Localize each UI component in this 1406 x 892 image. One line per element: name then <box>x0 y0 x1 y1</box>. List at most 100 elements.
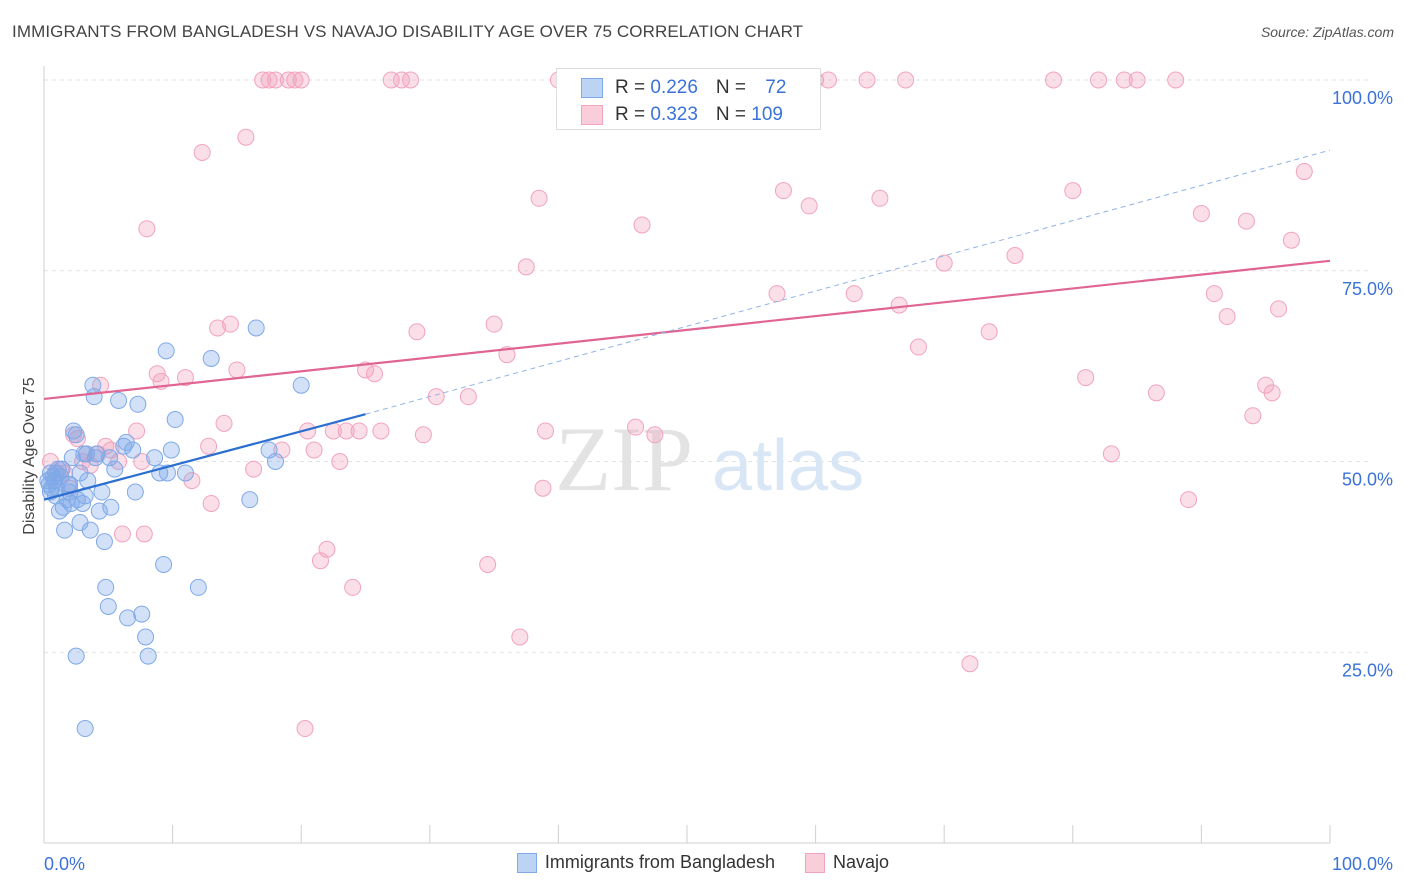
navajo-point <box>266 71 284 89</box>
navajo-point <box>133 453 151 470</box>
navajo-points <box>41 71 1313 738</box>
navajo-point <box>350 422 368 440</box>
bangladesh-point <box>137 628 155 646</box>
gridlines <box>44 79 1370 653</box>
navajo-point <box>511 628 529 646</box>
navajo-point <box>485 315 503 333</box>
navajo-point <box>393 71 411 89</box>
navajo-trend-line <box>43 259 1331 401</box>
navajo-point <box>800 197 818 215</box>
navajo-point <box>260 71 278 89</box>
navajo-point <box>254 71 272 89</box>
bangladesh-point <box>54 498 72 516</box>
r-value: 0.226 <box>650 77 698 98</box>
bangladesh-point <box>56 521 74 539</box>
navajo-point <box>845 285 863 303</box>
bangladesh-point <box>157 342 175 360</box>
navajo-point <box>372 422 390 440</box>
r-label: R = <box>615 77 651 98</box>
navajo-point <box>646 426 664 444</box>
navajo-point <box>318 540 336 558</box>
bangladesh-point <box>155 556 173 574</box>
navajo-point <box>193 143 211 161</box>
stats-legend: R = 0.226 N = 72 R = 0.323 N = 109 <box>556 68 821 130</box>
watermark-atlas: atlas <box>712 426 864 506</box>
navajo-point <box>402 71 420 89</box>
navajo-point <box>366 365 384 383</box>
y-tick-label: 25.0% <box>1342 660 1393 680</box>
bangladesh-point <box>129 395 147 413</box>
bangladesh-point <box>86 449 104 467</box>
navajo-point <box>1045 71 1063 89</box>
series-legend: Immigrants from Bangladesh Navajo <box>0 852 1406 873</box>
bangladesh-point <box>292 376 310 394</box>
y-tick-label: 75.0% <box>1342 279 1393 299</box>
navajo-point <box>1090 71 1108 89</box>
watermark: ZIP atlas <box>555 408 864 510</box>
navajo-point <box>1077 369 1095 387</box>
bangladesh-point <box>85 388 103 406</box>
navajo-point <box>1282 231 1300 249</box>
y-tick-label: 100.0% <box>1332 88 1393 108</box>
bangladesh-point <box>106 460 124 478</box>
legend-item-navajo: Navajo <box>805 852 889 873</box>
navajo-point <box>1218 308 1236 326</box>
navajo-point <box>1270 300 1288 318</box>
bangladesh-point <box>162 441 180 459</box>
navajo-point <box>1006 246 1024 264</box>
navajo-point <box>128 422 146 440</box>
navajo-point <box>537 422 555 440</box>
navajo-point <box>1180 491 1198 509</box>
navajo-point <box>138 220 156 238</box>
r-value: 0.323 <box>650 104 698 125</box>
bangladesh-point <box>67 426 85 444</box>
navajo-point <box>209 319 227 337</box>
bangladesh-point <box>119 609 137 627</box>
bangladesh-point <box>102 498 120 516</box>
chart-title: IMMIGRANTS FROM BANGLADESH VS NAVAJO DIS… <box>12 22 804 41</box>
navajo-point <box>1192 205 1210 223</box>
navajo-point <box>534 479 552 497</box>
navajo-point <box>228 361 246 379</box>
bangladesh-point <box>77 445 95 463</box>
bangladesh-point <box>266 453 284 470</box>
navajo-point <box>1295 163 1313 181</box>
navajo-point <box>858 71 876 89</box>
navajo-point <box>517 258 535 276</box>
navajo-point <box>344 578 362 596</box>
trend-lines <box>43 149 1331 501</box>
navajo-point <box>237 128 255 146</box>
navajo-point <box>1064 182 1082 200</box>
navajo-point <box>382 71 400 89</box>
navajo-point <box>627 418 645 436</box>
navajo-point <box>215 414 233 432</box>
navajo-point <box>296 720 314 738</box>
n-label: N = <box>715 104 752 125</box>
navajo-point <box>1167 71 1185 89</box>
navajo-point <box>479 556 497 574</box>
bangladesh-point <box>146 449 164 467</box>
navajo-point <box>819 71 837 89</box>
legend-label-navajo: Navajo <box>833 852 890 872</box>
bangladesh-point <box>166 411 184 429</box>
navajo-point <box>202 494 220 512</box>
legend-item-bangladesh: Immigrants from Bangladesh <box>516 852 776 873</box>
bangladesh-point <box>247 319 265 337</box>
navajo-point <box>774 182 792 200</box>
n-value: 72 <box>765 77 787 98</box>
navajo-point <box>897 71 915 89</box>
n-value: 109 <box>751 104 783 125</box>
navajo-point <box>148 365 166 383</box>
navajo-point <box>414 426 432 444</box>
navajo-point <box>292 71 310 89</box>
navajo-point <box>768 285 786 303</box>
n-label: N = <box>715 77 752 98</box>
bangladesh-point <box>97 578 115 596</box>
axes <box>43 66 1331 844</box>
bangladesh-point <box>202 349 220 367</box>
navajo-point <box>221 315 239 333</box>
y-tick-label: 50.0% <box>1342 470 1393 490</box>
bangladesh-point <box>124 441 142 459</box>
watermark-zip: ZIP <box>555 408 693 510</box>
legend-label-bangladesh: Immigrants from Bangladesh <box>544 852 776 872</box>
